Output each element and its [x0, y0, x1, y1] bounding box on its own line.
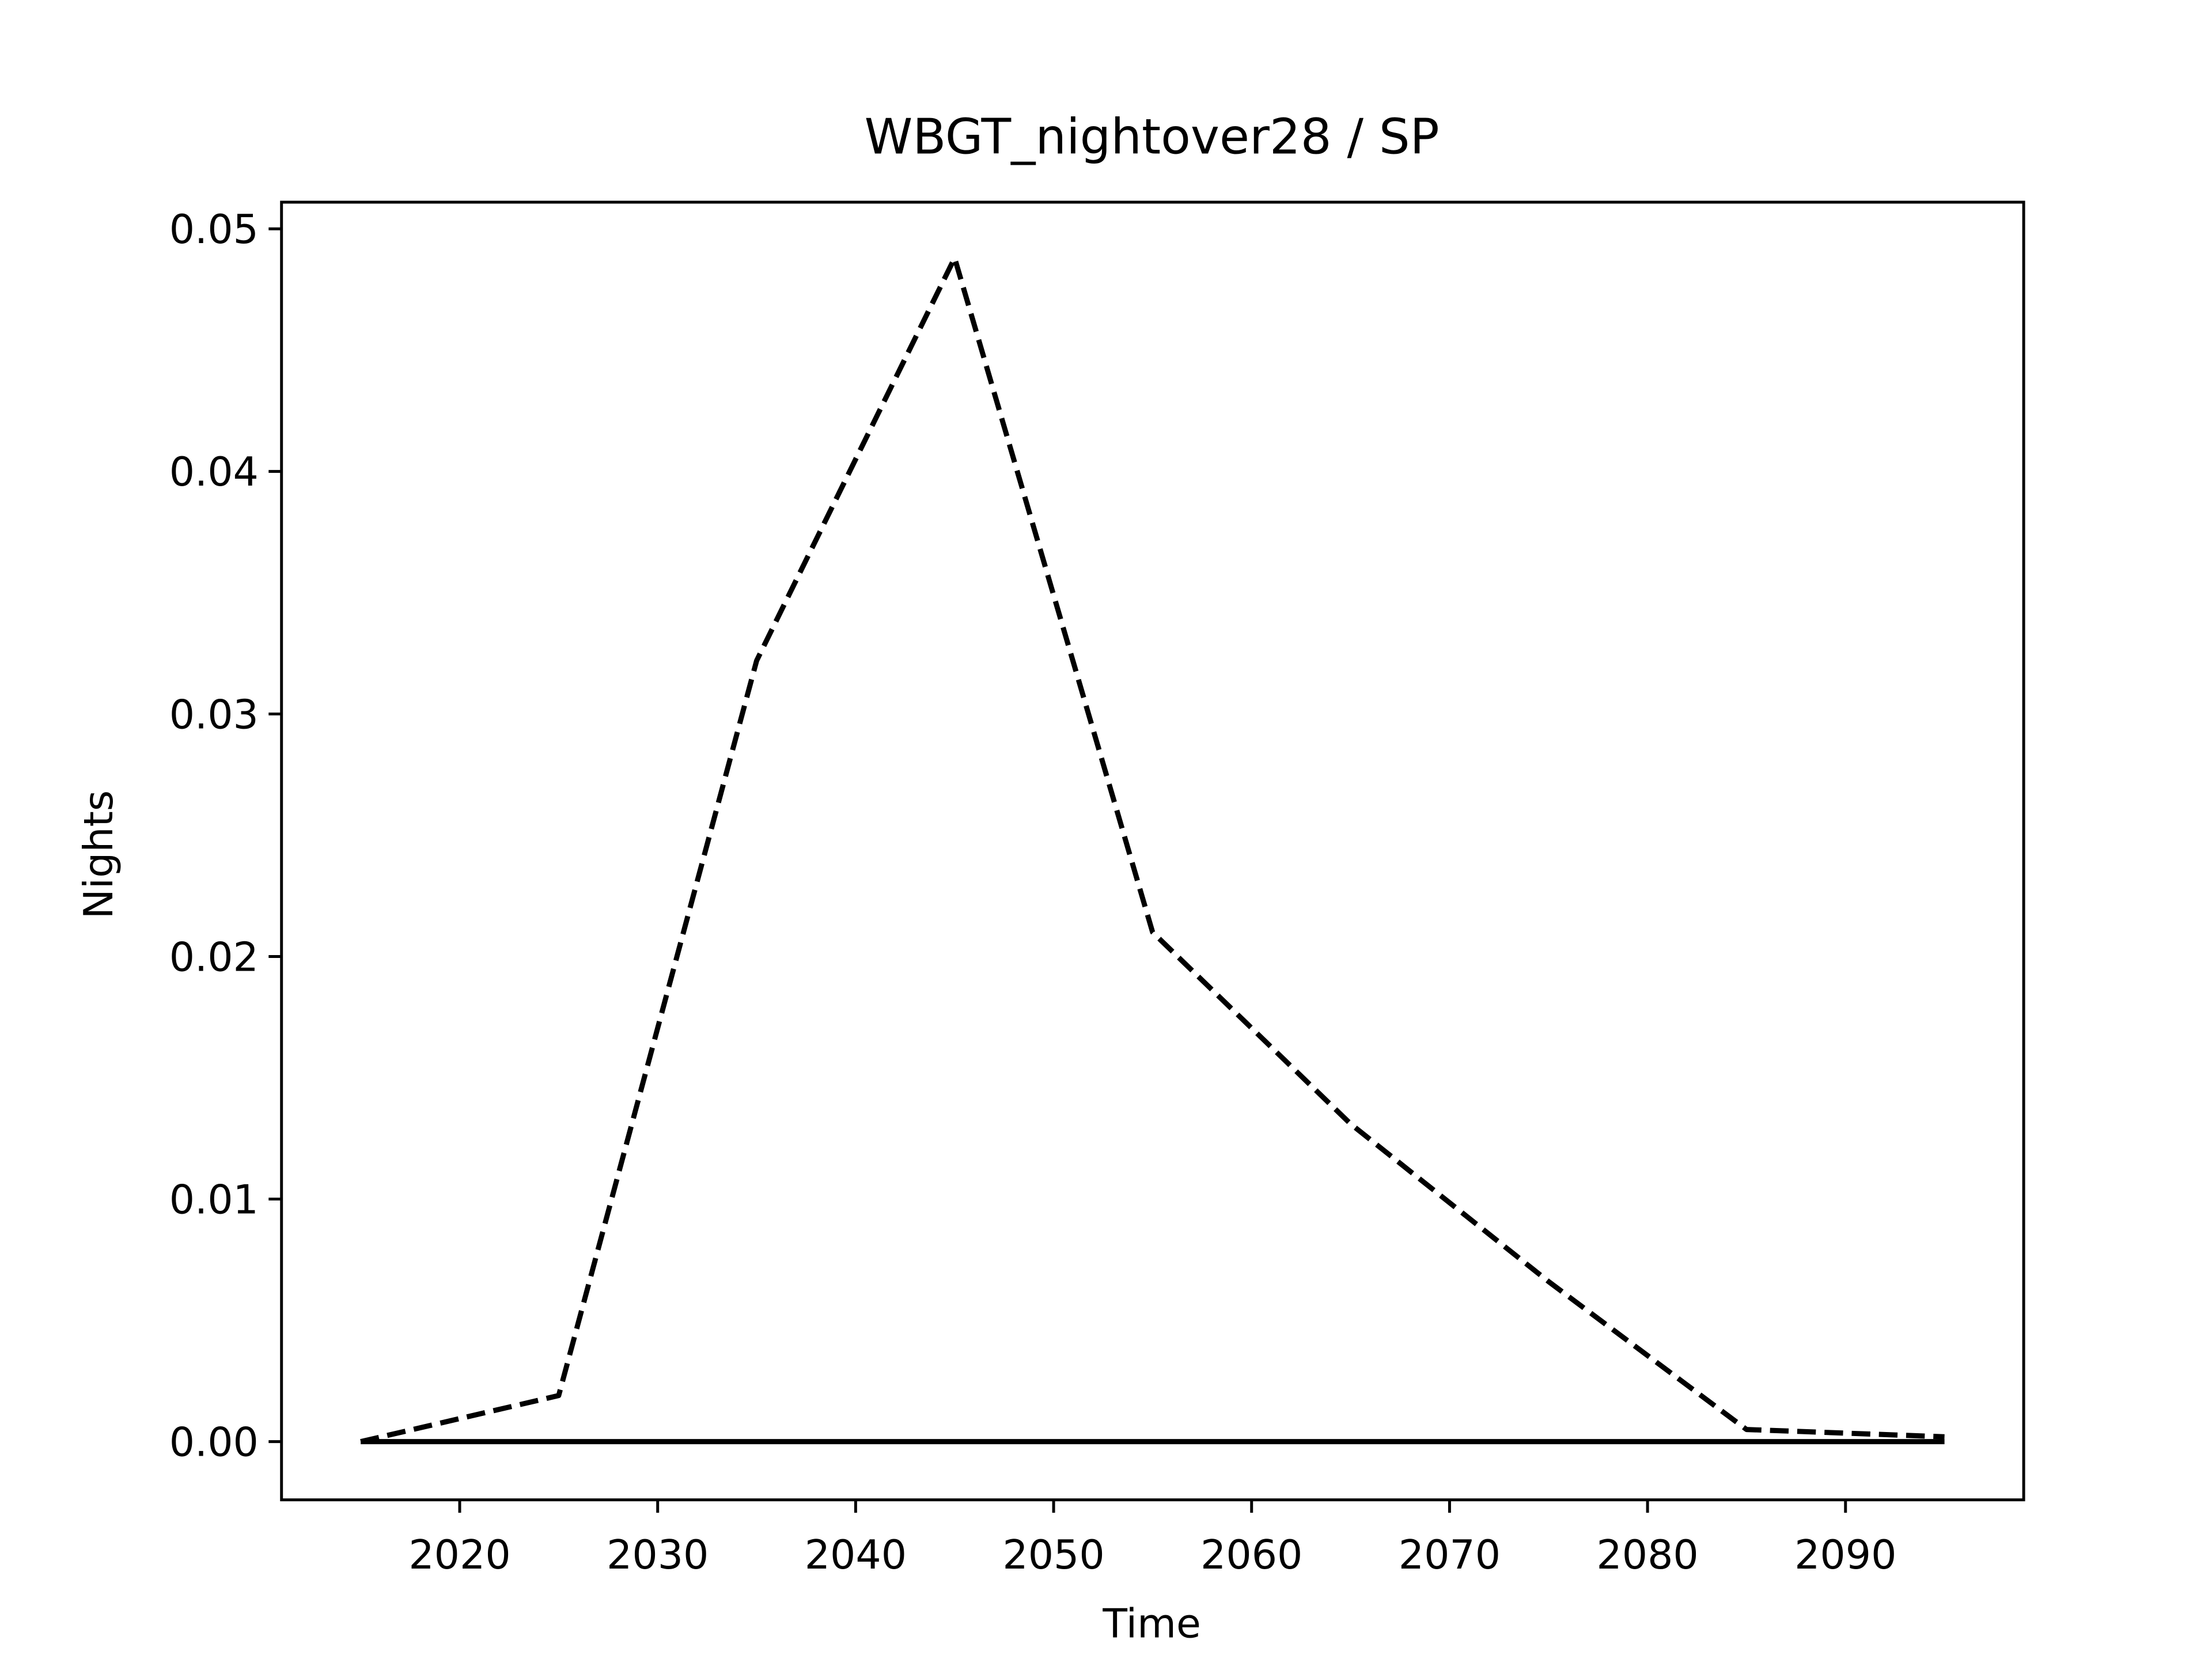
- y-tick-label: 0.00: [169, 1419, 259, 1466]
- x-tick-label: 2050: [1002, 1532, 1104, 1578]
- y-axis-label: Nights: [75, 790, 122, 919]
- y-tick-label: 0.05: [169, 206, 259, 253]
- line-series: [360, 255, 1945, 1445]
- x-tick-label: 2080: [1596, 1532, 1698, 1578]
- plot-frame: [280, 200, 2025, 1502]
- chart-title: WBGT_nightover28 / SP: [865, 108, 1440, 165]
- x-tick-label: 2070: [1399, 1532, 1501, 1578]
- x-axis-label: Time: [1102, 1601, 1201, 1647]
- y-tick-label: 0.03: [169, 691, 259, 738]
- y-tick-label: 0.01: [169, 1176, 259, 1223]
- y-tick-label: 0.02: [169, 934, 259, 980]
- y-tick-label: 0.04: [169, 449, 259, 495]
- x-tick-label: 2060: [1200, 1532, 1302, 1578]
- x-tick-label: 2090: [1794, 1532, 1896, 1578]
- x-tick-label: 2040: [805, 1532, 907, 1578]
- x-tick-label: 2030: [607, 1532, 709, 1578]
- x-tick-label: 2020: [408, 1532, 510, 1578]
